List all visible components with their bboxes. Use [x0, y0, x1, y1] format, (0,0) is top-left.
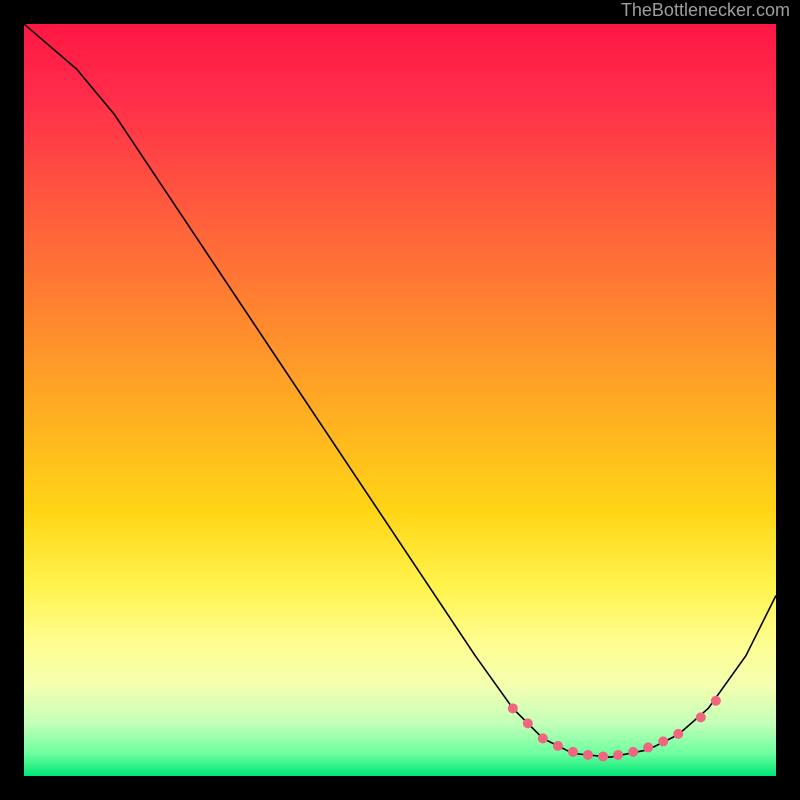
gradient-line-chart — [24, 24, 776, 776]
watermark: TheBottlenecker.com — [621, 0, 790, 21]
chart-area — [24, 24, 776, 776]
